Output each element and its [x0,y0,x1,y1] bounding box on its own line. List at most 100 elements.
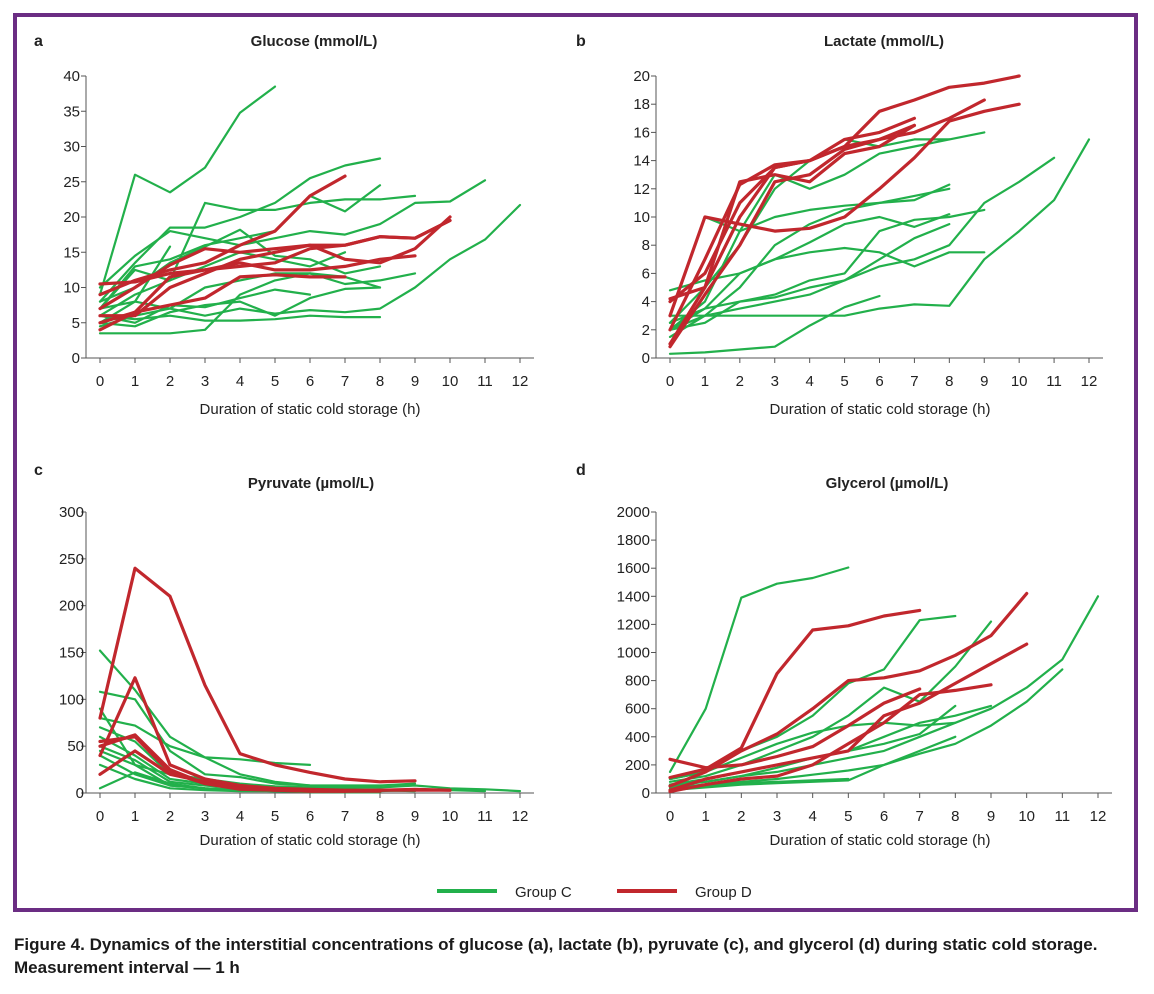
y-tick-label: 0 [72,350,80,367]
panel-letter-b: b [576,33,586,50]
x-axis-label-c: Duration of static cold storage (h) [200,832,421,849]
series-line-group-c [668,595,1100,788]
x-tick-label: 3 [201,808,209,825]
series-line-group-c [668,735,957,792]
panel-title-glucose: Glucose (mmol/L) [251,33,378,50]
x-tick-label: 10 [1011,373,1028,390]
x-tick-label: 9 [980,373,988,390]
x-tick-label: 11 [477,373,493,390]
series-line-group-c [98,184,382,310]
series-line-group-d [668,608,922,780]
series-line-group-c [668,187,951,338]
x-tick-label: 8 [376,808,384,825]
y-tick-label: 800 [625,673,650,690]
series-line-group-c [668,620,993,783]
x-tick-label: 10 [1018,808,1035,825]
series-line-group-c [98,649,312,767]
x-tick-label: 12 [512,808,529,825]
panel-title-glycerol: Glycerol (µmol/L) [826,475,949,492]
y-tick-label: 18 [633,96,650,113]
y-tick-label: 200 [625,757,650,774]
y-tick-label: 300 [59,504,84,521]
y-tick-label: 4 [642,294,650,311]
x-tick-label: 11 [477,808,493,825]
y-tick-label: 25 [63,174,80,191]
y-tick-label: 1000 [617,645,650,662]
x-tick-label: 7 [341,373,349,390]
x-tick-label: 4 [236,373,244,390]
series-line-group-c [98,314,382,322]
x-tick-label: 1 [131,373,139,390]
y-tick-label: 150 [59,645,84,662]
y-tick-label: 5 [72,315,80,332]
series-line-group-c [98,288,312,324]
series-line-group-c [668,223,951,331]
y-tick-label: 1400 [617,588,650,605]
x-tick-label: 5 [844,808,852,825]
y-tick-label: 2 [642,322,650,339]
series-line-group-d [668,642,1029,792]
figure-caption: Figure 4. Dynamics of the interstitial c… [14,935,1098,977]
series-line-group-d [98,218,452,311]
x-tick-label: 12 [1090,808,1107,825]
x-tick-label: 1 [701,373,709,390]
figure-frame [13,13,1138,912]
legend-label-group-d: Group D [695,884,752,901]
y-tick-label: 16 [633,124,650,141]
y-tick-label: 12 [633,181,650,198]
y-tick-label: 600 [625,701,650,718]
panel-title-lactate: Lactate (mmol/L) [824,33,944,50]
series-line-group-d [98,273,347,332]
series-line-group-d [98,174,347,297]
y-tick-label: 250 [59,551,84,568]
legend: Group C Group D [437,884,752,901]
x-tick-label: 5 [840,373,848,390]
y-tick-label: 15 [63,244,80,261]
x-tick-label: 0 [96,808,104,825]
x-tick-label: 8 [945,373,953,390]
series-line-group-d [98,676,452,792]
panel-letter-d: d [576,462,586,479]
panel-a: a Glucose (mmol/L) Duration of static co… [34,33,420,418]
y-tick-label: 2000 [617,504,650,521]
x-tick-label: 5 [271,373,279,390]
y-tick-label: 1600 [617,560,650,577]
series-line-group-c [98,716,347,789]
x-tick-label: 3 [773,808,781,825]
x-tick-label: 4 [805,373,813,390]
x-tick-label: 6 [880,808,888,825]
y-tick-label: 200 [59,598,84,615]
x-tick-label: 3 [201,373,209,390]
series-line-group-c [668,721,957,781]
y-tick-label: 100 [59,691,84,708]
y-tick-label: 50 [67,738,84,755]
x-tick-label: 0 [96,373,104,390]
x-tick-label: 8 [951,808,959,825]
x-tick-label: 7 [341,808,349,825]
x-tick-label: 4 [236,808,244,825]
x-tick-label: 2 [736,373,744,390]
series-line-group-c [668,183,951,317]
x-tick-label: 6 [306,373,314,390]
series-line-group-c [668,156,1056,324]
x-tick-label: 11 [1046,373,1062,390]
series-line-group-c [668,246,986,331]
x-tick-label: 1 [131,808,139,825]
series-line-group-c [668,668,1064,789]
y-tick-label: 10 [63,280,80,297]
series-line-group-c [668,138,1091,317]
y-tick-label: 0 [642,785,650,802]
series-line-group-d [98,566,417,784]
panel-d: d Glycerol (µmol/L) Duration of static c… [576,462,990,849]
x-tick-label: 2 [737,808,745,825]
x-tick-label: 6 [875,373,883,390]
panel-letter-a: a [34,33,43,50]
y-tick-label: 0 [642,350,650,367]
y-tick-label: 1200 [617,616,650,633]
y-tick-label: 1800 [617,532,650,549]
x-tick-label: 10 [442,373,459,390]
series-line-group-c [98,179,487,289]
series-line-group-d [668,591,1029,788]
